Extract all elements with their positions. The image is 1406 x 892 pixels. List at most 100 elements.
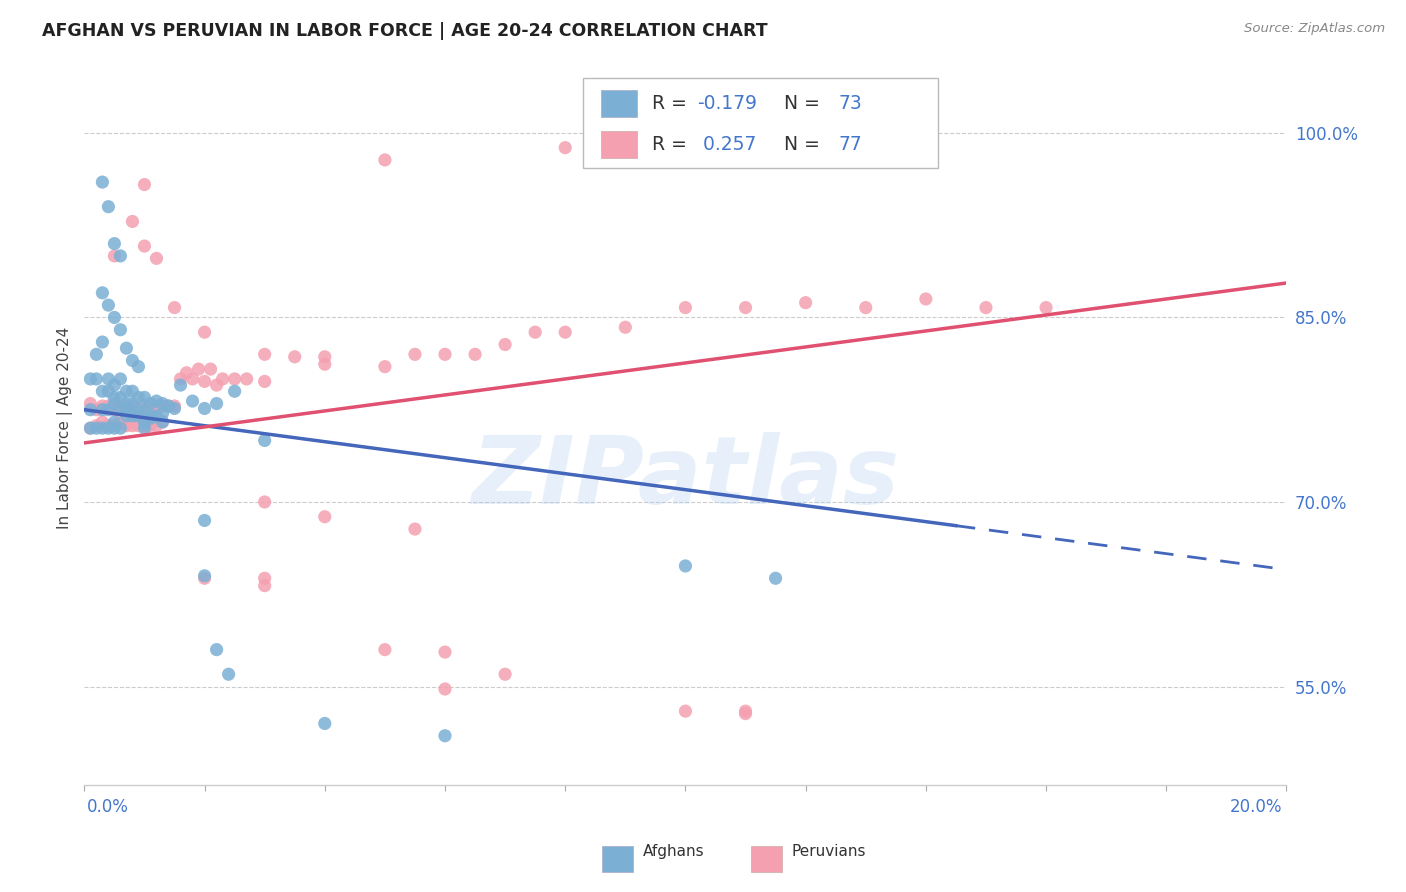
- Text: 73: 73: [838, 94, 862, 113]
- Point: [145, 252, 167, 266]
- Text: R =: R =: [652, 94, 693, 113]
- Point: [374, 359, 396, 374]
- Point: [205, 642, 228, 657]
- Point: [103, 396, 125, 410]
- Point: [103, 415, 125, 429]
- Point: [211, 372, 233, 386]
- Point: [218, 667, 240, 681]
- Point: [110, 399, 132, 413]
- Point: [253, 571, 276, 585]
- Point: [121, 353, 143, 368]
- Point: [855, 301, 877, 315]
- Point: [187, 362, 209, 376]
- Point: [464, 347, 486, 361]
- Point: [91, 384, 114, 399]
- Point: [79, 402, 101, 417]
- Point: [127, 402, 149, 417]
- Point: [97, 372, 120, 386]
- Point: [675, 704, 697, 718]
- Point: [121, 399, 143, 413]
- Point: [134, 178, 156, 192]
- Point: [152, 415, 174, 429]
- Text: N =: N =: [772, 135, 825, 154]
- Point: [121, 214, 143, 228]
- Point: [103, 236, 125, 251]
- Point: [194, 569, 217, 583]
- Point: [145, 409, 167, 423]
- Text: 0.257: 0.257: [697, 135, 756, 154]
- Point: [675, 141, 697, 155]
- Point: [97, 421, 120, 435]
- Point: [86, 421, 108, 435]
- Point: [152, 415, 174, 429]
- Point: [157, 399, 180, 413]
- Point: [145, 399, 167, 413]
- Point: [97, 418, 120, 433]
- Text: ZIPatlas: ZIPatlas: [471, 432, 900, 524]
- Y-axis label: In Labor Force | Age 20-24: In Labor Force | Age 20-24: [58, 327, 73, 529]
- Point: [494, 667, 516, 681]
- Point: [103, 310, 125, 325]
- Point: [97, 402, 120, 417]
- Point: [434, 681, 457, 696]
- Point: [110, 372, 132, 386]
- Point: [145, 394, 167, 409]
- Point: [314, 350, 336, 364]
- Point: [1035, 301, 1057, 315]
- Point: [103, 421, 125, 435]
- Point: [134, 399, 156, 413]
- Point: [675, 301, 697, 315]
- Point: [494, 337, 516, 351]
- Point: [314, 357, 336, 371]
- Point: [91, 285, 114, 300]
- FancyBboxPatch shape: [602, 131, 637, 158]
- Point: [97, 298, 120, 312]
- Point: [554, 325, 576, 339]
- Text: 20.0%: 20.0%: [1230, 798, 1282, 816]
- Point: [115, 402, 138, 417]
- Point: [224, 372, 246, 386]
- Point: [79, 421, 101, 435]
- Point: [97, 399, 120, 413]
- Point: [134, 421, 156, 435]
- Point: [127, 391, 149, 405]
- Point: [169, 378, 191, 392]
- Point: [314, 509, 336, 524]
- Point: [163, 399, 186, 413]
- Point: [253, 579, 276, 593]
- Point: [235, 372, 257, 386]
- Point: [194, 401, 217, 416]
- Point: [115, 341, 138, 355]
- Point: [127, 418, 149, 433]
- Point: [194, 375, 217, 389]
- Point: [139, 409, 162, 423]
- Point: [121, 418, 143, 433]
- Point: [152, 399, 174, 413]
- Point: [139, 418, 162, 433]
- Point: [139, 411, 162, 425]
- Point: [115, 409, 138, 423]
- Point: [86, 402, 108, 417]
- Point: [91, 415, 114, 429]
- Point: [163, 301, 186, 315]
- Point: [200, 362, 222, 376]
- Point: [434, 347, 457, 361]
- Point: [181, 372, 204, 386]
- Point: [115, 384, 138, 399]
- Point: [103, 418, 125, 433]
- Point: [194, 513, 217, 527]
- Point: [97, 384, 120, 399]
- Point: [169, 372, 191, 386]
- Point: [134, 418, 156, 433]
- Point: [554, 141, 576, 155]
- Point: [110, 249, 132, 263]
- Point: [110, 402, 132, 417]
- Point: [86, 372, 108, 386]
- Point: [139, 399, 162, 413]
- Point: [86, 347, 108, 361]
- FancyBboxPatch shape: [583, 78, 938, 168]
- Point: [103, 402, 125, 417]
- Point: [374, 153, 396, 167]
- Point: [157, 399, 180, 413]
- Point: [915, 292, 938, 306]
